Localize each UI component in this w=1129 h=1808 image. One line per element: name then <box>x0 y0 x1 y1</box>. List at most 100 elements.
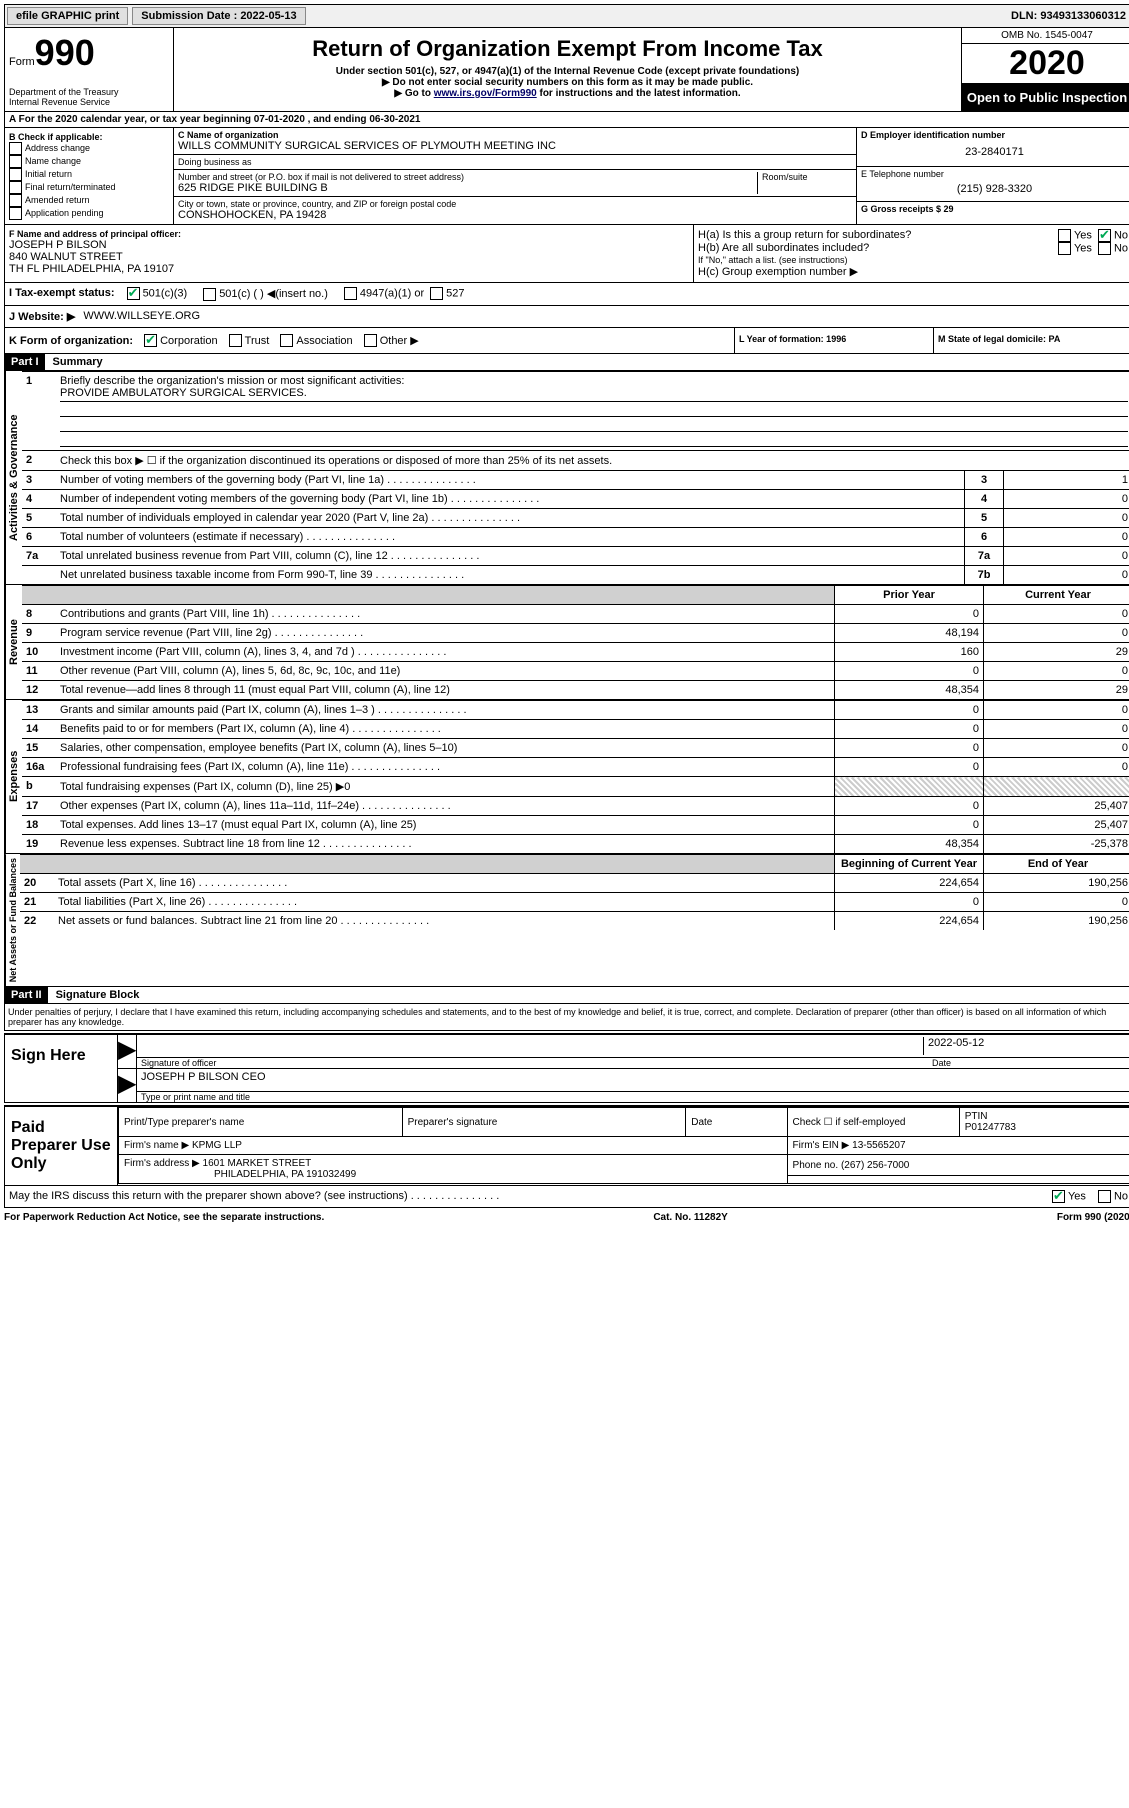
i-o1: 501(c)(3) <box>143 287 188 299</box>
ein-row: D Employer identification number 23-2840… <box>857 128 1129 167</box>
chk-501c[interactable]: 501(c) ( ) ◀(insert no.) <box>203 287 328 301</box>
submission-date-button[interactable]: Submission Date : 2022-05-13 <box>132 7 305 25</box>
chk-4947[interactable]: 4947(a)(1) or <box>344 287 424 301</box>
tel-value: (215) 928-3320 <box>861 179 1128 199</box>
exp-c-6: 25,407 <box>984 816 1129 835</box>
phone-label: Phone no. <box>793 1160 839 1171</box>
net-assets-body: Beginning of Current YearEnd of Year 20T… <box>20 854 1129 986</box>
chk-527[interactable]: 527 <box>430 287 464 301</box>
exp-t-6: Total expenses. Add lines 13–17 (must eq… <box>56 816 835 835</box>
expenses-section: Expenses 13Grants and similar amounts pa… <box>4 700 1129 854</box>
firm-label: Firm's name ▶ <box>124 1140 189 1151</box>
net-c-0: 190,256 <box>984 874 1129 893</box>
q1-text: Briefly describe the organization's miss… <box>60 375 404 387</box>
pra-notice: For Paperwork Reduction Act Notice, see … <box>4 1212 324 1223</box>
sign-here-block: Sign Here ▶ 2022-05-12 Signature of offi… <box>4 1033 1129 1103</box>
hb-no[interactable]: No <box>1098 242 1128 255</box>
ptin-label: PTIN <box>965 1111 988 1122</box>
governance-table: 1 Briefly describe the organization's mi… <box>22 371 1129 584</box>
gov-n-5 <box>22 566 56 585</box>
addr-row: Number and street (or P.O. box if mail i… <box>174 170 856 197</box>
rev-c-3: 0 <box>984 662 1129 681</box>
efile-button[interactable]: efile GRAPHIC print <box>7 7 128 25</box>
revenue-tab: Revenue <box>5 585 22 699</box>
chk-amended-return[interactable]: Amended return <box>9 194 169 207</box>
gov-n-3: 6 <box>22 528 56 547</box>
firm-name: KPMG LLP <box>192 1140 242 1151</box>
org-name-label: C Name of organization <box>178 130 852 140</box>
m-state: M State of legal domicile: PA <box>933 328 1129 354</box>
prep-h1: Print/Type preparer's name <box>119 1108 403 1137</box>
chk-final-return[interactable]: Final return/terminated <box>9 181 169 194</box>
row-fh: F Name and address of principal officer:… <box>4 225 1129 283</box>
sign-here-row: Sign Here ▶ 2022-05-12 Signature of offi… <box>5 1035 1129 1102</box>
ein-label: D Employer identification number <box>861 130 1128 140</box>
gov-v-3: 0 <box>1004 528 1129 547</box>
chk-assoc[interactable]: Association <box>280 335 352 347</box>
hc-label: H(c) Group exemption number ▶ <box>698 265 1128 278</box>
chk-name-change[interactable]: Name change <box>9 155 169 168</box>
gov-n-1: 4 <box>22 490 56 509</box>
gov-v-4: 0 <box>1004 547 1129 566</box>
net-hdr-2: End of Year <box>984 855 1129 874</box>
k-o3: Association <box>296 335 352 347</box>
blank-line-3 <box>60 432 1128 447</box>
discuss-row: May the IRS discuss this return with the… <box>4 1186 1129 1208</box>
cat-number: Cat. No. 11282Y <box>653 1212 727 1223</box>
firm-ein-label: Firm's EIN ▶ <box>793 1140 850 1151</box>
exp-row: 16aProfessional fundraising fees (Part I… <box>22 758 1129 777</box>
rev-c-0: 0 <box>984 605 1129 624</box>
firm-addr2: PHILADELPHIA, PA 191032499 <box>214 1169 356 1180</box>
exp-n-4: b <box>22 777 56 797</box>
city-state-zip: CONSHOHOCKEN, PA 19428 <box>178 209 852 221</box>
ein-value: 23-2840171 <box>861 140 1128 164</box>
chk-501c3[interactable]: 501(c)(3) <box>127 287 188 301</box>
rev-c-1: 0 <box>984 624 1129 643</box>
exp-p-2: 0 <box>835 739 984 758</box>
gov-b-4: 7a <box>965 547 1004 566</box>
paid-preparer-label: Paid Preparer Use Only <box>5 1107 117 1185</box>
chk-trust[interactable]: Trust <box>229 335 270 347</box>
gov-row: 6Total number of volunteers (estimate if… <box>22 528 1129 547</box>
exp-p-6: 0 <box>835 816 984 835</box>
irs-link[interactable]: www.irs.gov/Form990 <box>434 88 537 99</box>
col-d: D Employer identification number 23-2840… <box>856 128 1129 224</box>
chk-address-change[interactable]: Address change <box>9 142 169 155</box>
discuss-yes[interactable]: Yes <box>1052 1190 1086 1203</box>
k-label: K Form of organization: <box>9 335 133 347</box>
chk-label-2: Initial return <box>25 169 72 179</box>
paid-preparer-block: Paid Preparer Use Only Print/Type prepar… <box>4 1105 1129 1186</box>
chk-corp[interactable]: Corporation <box>144 335 217 347</box>
chk-application-pending[interactable]: Application pending <box>9 207 169 220</box>
q1-answer: PROVIDE AMBULATORY SURGICAL SERVICES. <box>60 387 1128 402</box>
sig-date-label: Date <box>928 1058 1129 1068</box>
exp-row: 19Revenue less expenses. Subtract line 1… <box>22 835 1129 854</box>
addr-label: Number and street (or P.O. box if mail i… <box>178 172 753 182</box>
instr-1: ▶ Do not enter social security numbers o… <box>182 77 953 88</box>
rev-p-2: 160 <box>835 643 984 662</box>
rev-n-1: 9 <box>22 624 56 643</box>
rev-p-1: 48,194 <box>835 624 984 643</box>
discuss-no[interactable]: No <box>1098 1190 1128 1203</box>
rev-c-4: 29 <box>984 681 1129 700</box>
tel-label: E Telephone number <box>861 169 1128 179</box>
exp-p-1: 0 <box>835 720 984 739</box>
sig-officer-row: ▶ 2022-05-12 Signature of officer Date <box>118 1035 1129 1068</box>
col-h: H(a) Is this a group return for subordin… <box>694 225 1129 282</box>
form-title: Return of Organization Exempt From Incom… <box>182 36 953 62</box>
exp-n-7: 19 <box>22 835 56 854</box>
hb-yes[interactable]: Yes <box>1058 242 1092 255</box>
form-number: Form990 <box>9 32 169 74</box>
net-t-0: Total assets (Part X, line 16) <box>54 874 835 893</box>
k-o4: Other ▶ <box>380 335 419 347</box>
sig-date: 2022-05-12 <box>923 1037 1128 1055</box>
hb-label: H(b) Are all subordinates included? <box>698 242 1058 255</box>
discuss-no-label: No <box>1114 1191 1128 1203</box>
ha-no[interactable]: No <box>1098 229 1128 242</box>
tax-year: 2020 <box>962 44 1129 84</box>
chk-initial-return[interactable]: Initial return <box>9 168 169 181</box>
sig-arrow-icon: ▶ <box>118 1035 137 1068</box>
ha-yes[interactable]: Yes <box>1058 229 1092 242</box>
dba-label: Doing business as <box>178 157 852 167</box>
chk-other[interactable]: Other ▶ <box>364 335 419 347</box>
